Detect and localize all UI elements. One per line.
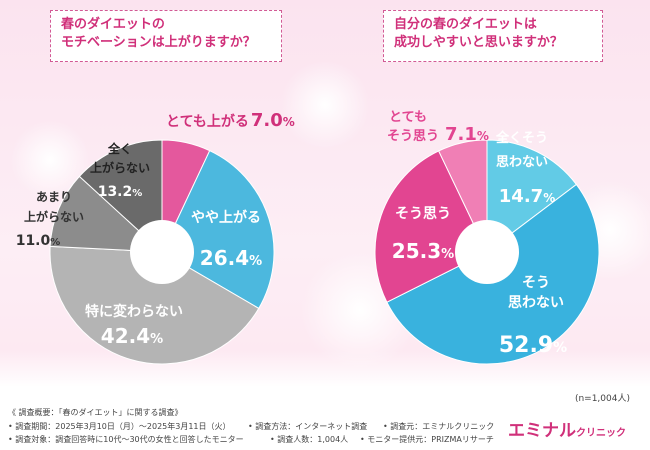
pie2-center-hole: [455, 220, 519, 284]
c1-label-s0: とても上がる 7.0%: [166, 110, 295, 131]
c1-label-s4b: 上がらない: [90, 160, 150, 175]
c1-value-s2: 42.4%: [101, 324, 163, 348]
chart2-question-line1: 自分の春のダイエットは: [394, 17, 537, 32]
c1-label-s4a: 全く: [107, 141, 132, 156]
footer-source: • 調査元：エミナルクリニック: [383, 422, 495, 431]
logo-main: エミナル: [508, 421, 576, 441]
c1-label-s3a: あまり: [36, 190, 72, 204]
pie-chart-1: [49, 139, 275, 365]
c1-label-s1: やや上がる: [191, 209, 261, 226]
footer-target: • 調査対象：調査回答時に10代～30代の女性と回答したモニター: [8, 435, 244, 444]
chart2-question-line2: 成功しやすいと思いますか？: [394, 35, 563, 50]
c2-value-s2: 25.3%: [392, 239, 454, 263]
pie1-center-hole: [130, 220, 194, 284]
chart2-question-box: 自分の春のダイエットは 成功しやすいと思いますか？: [383, 10, 603, 62]
c2-label-s2: そう思う: [395, 206, 451, 222]
clinic-logo: エミナルクリニック: [508, 416, 626, 441]
footer-provider: • モニター提供元：PRIZMAリサーチ: [360, 435, 494, 444]
c1-value-s1: 26.4%: [200, 246, 262, 270]
footer-period: • 調査期間：2025年3月10日（月）～2025年3月11日（火）: [8, 422, 231, 431]
c2-label-s1a: そう: [522, 275, 550, 291]
c1-label-s2: 特に変わらない: [85, 303, 183, 320]
c2-label-s3b: そう思う: [387, 129, 439, 144]
chart1-question-line1: 春のダイエットの: [61, 17, 165, 32]
c2-value-s3: 7.1%: [445, 124, 489, 145]
pie1-slice-3: [49, 175, 164, 253]
chart2-labels: とても そう思う 7.1% 全くそう 思わない 14.7% そう 思わない 52…: [387, 110, 567, 358]
c2-label-s1b: 思わない: [508, 295, 564, 311]
pie-chart-2: [374, 139, 600, 365]
chart1-question-box: 春のダイエットの モチベーションは上がりますか？: [50, 10, 282, 62]
c2-label-s0b: 思わない: [496, 155, 548, 170]
pie1-slice-2: [49, 245, 260, 365]
pie2-slice-0: [486, 139, 578, 254]
c1-label-s3b: 上がらない: [24, 209, 84, 224]
pie1-slice-1: [161, 149, 275, 310]
c1-value-s4: 13.2%: [98, 184, 143, 200]
pie1-slice-4: [78, 139, 163, 254]
survey-footer: 《 調査概要：「春のダイエット」に関する調査》 • 調査期間：2025年3月10…: [0, 402, 650, 450]
chart1-labels: とても上がる 7.0% やや上がる 26.4% 特に変わらない 42.4% あまり…: [16, 110, 295, 348]
footer-method: • 調査方法：インターネット調査: [248, 422, 368, 431]
c2-value-s0: 14.7%: [499, 186, 555, 207]
chart1-question-line2: モチベーションは上がりますか？: [61, 35, 256, 50]
footer-title: 《 調査概要：「春のダイエット」に関する調査》: [8, 408, 183, 417]
c2-label-s0a: 全くそう: [495, 130, 548, 146]
c2-value-s1: 52.9%: [499, 333, 567, 358]
c2-label-s3a: とても: [389, 110, 427, 125]
sample-size-note: (n=1,004人): [574, 394, 630, 404]
c1-value-s3: 11.0%: [16, 233, 61, 249]
logo-sub: クリニック: [576, 428, 626, 439]
footer-count: • 調査人数：1,004人: [270, 435, 349, 444]
blossom-decoration: [280, 60, 370, 150]
